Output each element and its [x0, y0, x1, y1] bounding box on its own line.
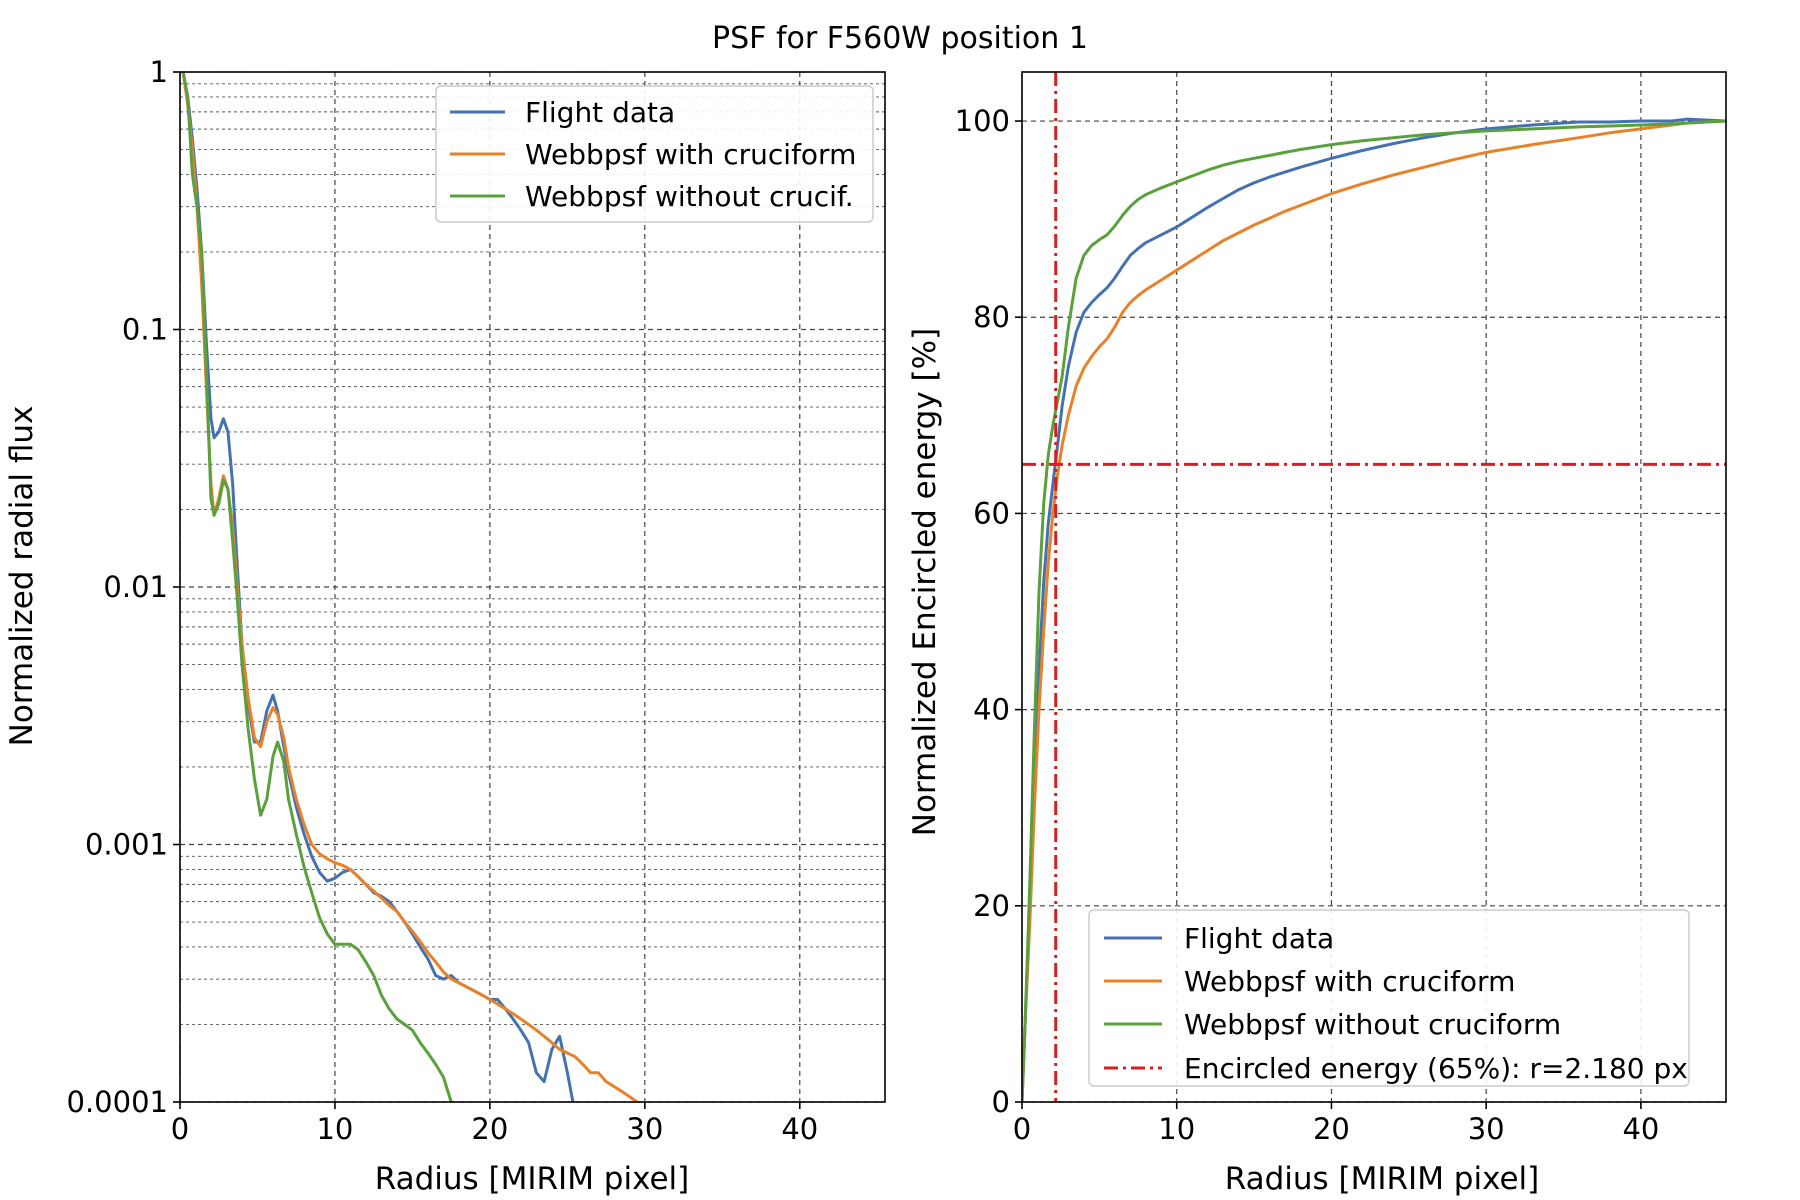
p0-x-tick-label: 10: [316, 1112, 353, 1146]
p0-series-flight-line: [181, 72, 575, 1102]
p0-x-tick-label: 40: [781, 1112, 818, 1146]
right-y-axis-label: Normalized Encircled energy [%]: [907, 328, 943, 836]
p0-x-tick-label: 0: [171, 1112, 189, 1146]
p0-y-tick-label: 0.1: [122, 313, 168, 347]
right-x-axis-label: Radius [MIRIM pixel]: [1225, 1161, 1540, 1197]
p1-series-flight-line: [1022, 117, 1726, 1102]
right-legend: Flight data Webbpsf with cruciform Webbp…: [1088, 909, 1690, 1087]
p0-x-tick-label: 20: [471, 1112, 508, 1146]
p1-x-tick-label: 10: [1158, 1112, 1195, 1146]
p1-y-tick-label: 100: [955, 104, 1010, 138]
p1-x-tick-label: 30: [1468, 1112, 1505, 1146]
p0-y-tick-label: 0.01: [103, 570, 168, 604]
right-legend-box: [1088, 909, 1690, 1087]
left-legend: Flight data Webbpsf with cruciform Webbp…: [435, 85, 874, 223]
left-legend-label-without-cruciform: Webbpsf without crucif.: [525, 180, 854, 213]
figure-title: PSF for F560W position 1: [712, 21, 1088, 56]
left-plot-radial-flux: 0 10 20 30 40 1 0.1 0.01 0.001 0.0001: [67, 55, 886, 1146]
left-y-axis-label: Normalized radial flux: [4, 406, 40, 747]
p0-series-group: [181, 72, 639, 1102]
p0-series-with-cruciform-line: [181, 72, 639, 1102]
p1-series-with-cruciform-line: [1022, 119, 1726, 1102]
p1-x-tick-label: 40: [1622, 1112, 1659, 1146]
right-legend-label-without-cruciform: Webbpsf without cruciform: [1184, 1008, 1561, 1041]
right-legend-label-threshold: Encircled energy (65%): r=2.180 px: [1184, 1052, 1688, 1085]
p1-series-without-cruciform-line: [1022, 119, 1726, 1102]
p1-x-tick-label: 0: [1013, 1112, 1031, 1146]
right-legend-label-with-cruciform: Webbpsf with cruciform: [1184, 965, 1515, 998]
p1-y-tick-label: 80: [973, 300, 1010, 334]
left-legend-label-flight: Flight data: [525, 96, 675, 129]
p1-y-tick-label: 0: [992, 1085, 1010, 1119]
p1-y-tick-label: 20: [973, 889, 1010, 923]
p1-y-tick-label: 60: [973, 496, 1010, 530]
left-legend-box: [435, 85, 874, 223]
p1-axes-frame: [1021, 71, 1727, 1103]
p0-y-tick-label: 0.0001: [67, 1085, 168, 1119]
p1-x-tick-label: 20: [1313, 1112, 1350, 1146]
right-plot-encircled-energy: 0 10 20 30 40 0 20 40 60 80 100: [955, 71, 1727, 1146]
p0-y-tick-label: 1: [150, 55, 168, 89]
p1-series-group: [1022, 72, 1726, 1102]
left-legend-label-with-cruciform: Webbpsf with cruciform: [525, 138, 856, 171]
p0-x-tick-label: 30: [626, 1112, 663, 1146]
left-x-axis-label: Radius [MIRIM pixel]: [375, 1161, 690, 1197]
p0-series-without-cruciform-line: [181, 72, 453, 1102]
right-legend-label-flight: Flight data: [1184, 922, 1334, 955]
p0-y-tick-label: 0.001: [85, 828, 168, 862]
p1-y-tick-label: 40: [973, 693, 1010, 727]
